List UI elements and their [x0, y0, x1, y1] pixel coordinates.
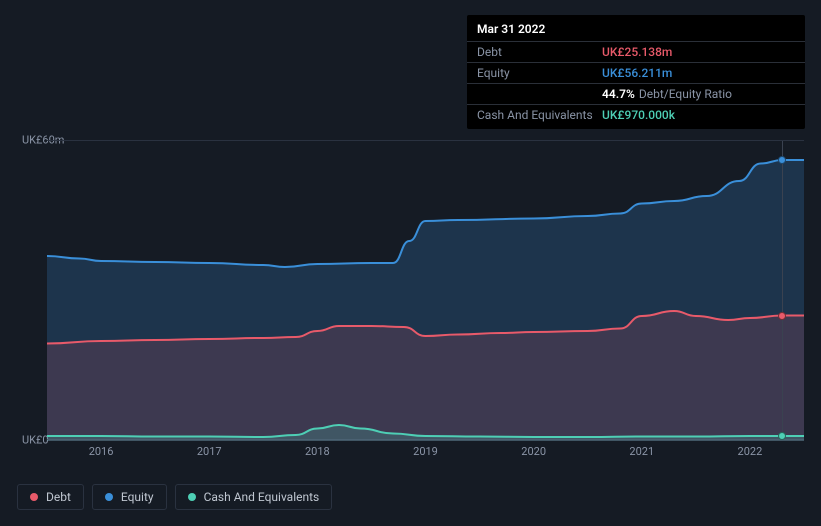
legend-label: Debt — [46, 490, 71, 504]
legend-swatch — [30, 493, 38, 501]
legend-item-equity[interactable]: Equity — [92, 484, 167, 510]
legend-item-debt[interactable]: Debt — [17, 484, 84, 510]
x-axis-tick: 2022 — [738, 445, 763, 458]
x-axis-tick: 2020 — [521, 445, 546, 458]
legend-swatch — [105, 493, 113, 501]
tooltip-row-value: UK£25.138m — [602, 45, 672, 59]
y-axis-label: UK£0 — [22, 434, 49, 447]
x-axis-tick: 2018 — [305, 445, 330, 458]
chart-plot-area[interactable] — [47, 140, 804, 440]
tooltip-row-label — [477, 87, 602, 101]
legend-item-cash-and-equivalents[interactable]: Cash And Equivalents — [175, 484, 333, 510]
x-axis-tick: 2016 — [89, 445, 114, 458]
x-axis-tick: 2021 — [629, 445, 654, 458]
debt-equity-chart: UK£60mUK£0 2016201720182019202020212022 — [17, 125, 804, 465]
hover-dot-equity — [778, 156, 786, 164]
legend-label: Cash And Equivalents — [204, 490, 320, 504]
legend-label: Equity — [121, 490, 154, 504]
tooltip-row: EquityUK£56.211m — [467, 63, 805, 84]
legend-swatch — [188, 493, 196, 501]
tooltip-row-value: UK£56.211m — [602, 66, 672, 80]
hover-line — [782, 141, 783, 439]
x-axis-tick: 2017 — [197, 445, 222, 458]
tooltip-row-value: 44.7%Debt/Equity Ratio — [602, 87, 732, 101]
hover-dot-debt — [778, 312, 786, 320]
tooltip-row-value: UK£970.000k — [602, 108, 675, 122]
tooltip-row-label: Equity — [477, 66, 602, 80]
x-axis-tick: 2019 — [413, 445, 438, 458]
tooltip-row: 44.7%Debt/Equity Ratio — [467, 84, 805, 105]
chart-legend: Debt Equity Cash And Equivalents — [17, 484, 332, 510]
hover-dot-cash-and-equivalents — [778, 432, 786, 440]
tooltip-row: DebtUK£25.138m — [467, 42, 805, 63]
tooltip-row-label: Debt — [477, 45, 602, 59]
tooltip-row-label: Cash And Equivalents — [477, 108, 602, 122]
tooltip-date: Mar 31 2022 — [467, 15, 805, 42]
chart-tooltip: Mar 31 2022 DebtUK£25.138mEquityUK£56.21… — [467, 15, 805, 129]
